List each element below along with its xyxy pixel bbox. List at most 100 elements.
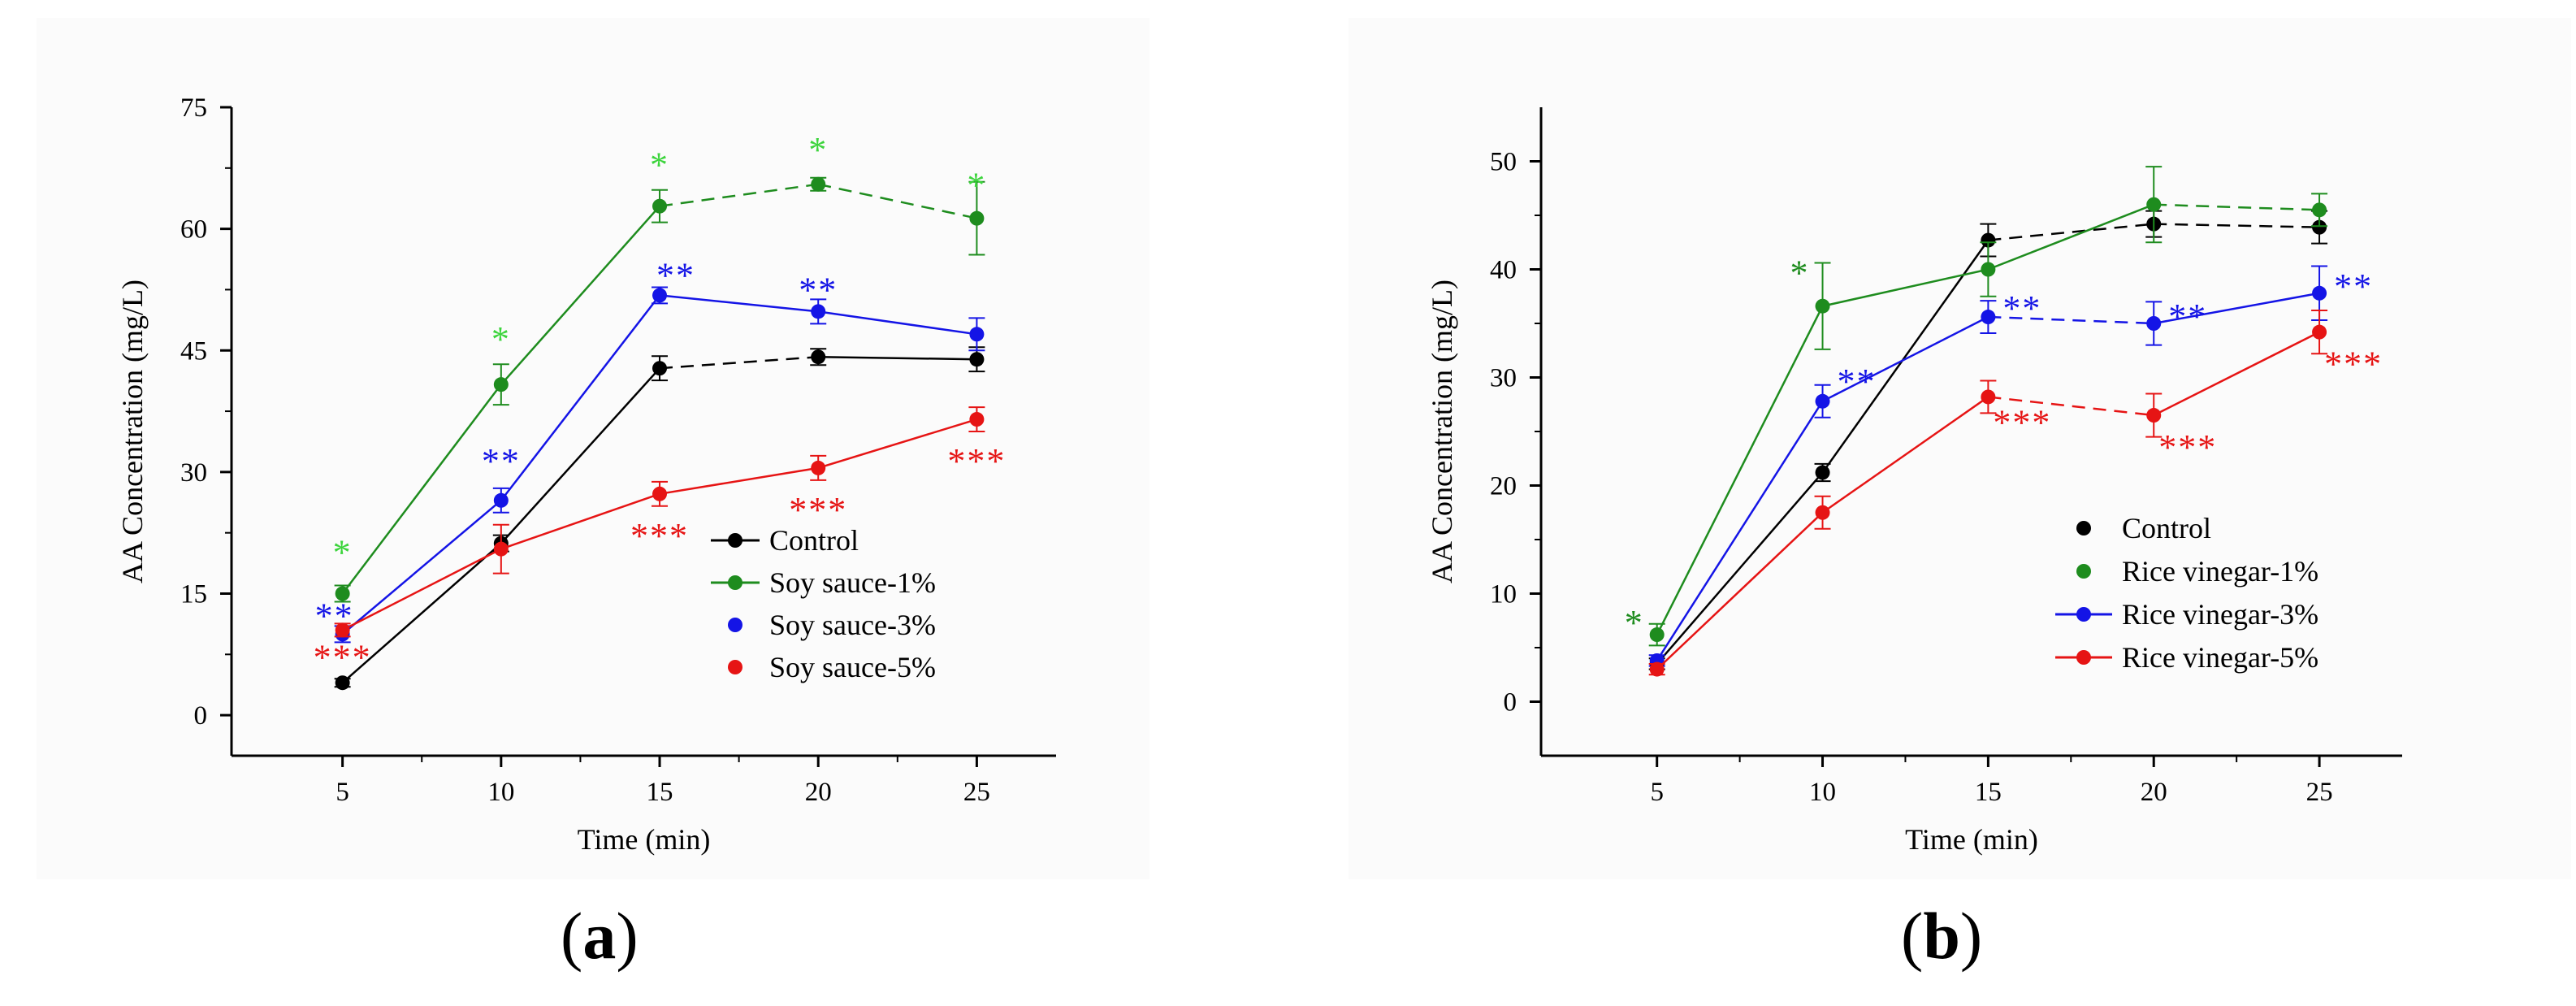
data-point [811,460,826,475]
panel-label-b: (b) [1901,899,1983,973]
series-3: *** *** *** Rice vinegar-5% [1648,310,2383,677]
data-point [493,377,509,392]
x-tick-label: 20 [805,778,832,807]
x-tick-label: 15 [647,778,673,807]
x-axis-label: Time (min) [1905,823,2038,856]
series-line-segment [2154,203,2320,211]
y-tick-label: 45 [180,336,207,366]
series-line-segment [1656,401,1824,661]
significance-label: ** [656,255,695,295]
significance-label: * [1625,603,1644,643]
legend-marker [728,660,742,674]
x-axis-label: Time (min) [578,823,711,856]
series-line-segment [1988,223,2154,241]
legend-label: Rice vinegar-1% [2122,555,2318,588]
series-line-segment [818,355,977,361]
series-line-segment [342,548,502,631]
data-point [2146,197,2162,212]
data-point [335,586,350,601]
significance-label: * [491,319,511,359]
chart-panel-a: 0 15 30 45 60 75 5 10 15 20 25 Time (min) AA Concent… [116,93,1056,856]
series-line-segment [500,205,660,385]
data-point [811,349,826,365]
data-point [969,210,985,226]
data-point [1815,505,1830,520]
series-line-segment [341,384,502,595]
y-tick-label: 50 [1490,148,1517,177]
series-line-segment [341,542,502,684]
data-point [1649,627,1665,643]
series-line-segment [2154,223,2320,228]
data-point [335,675,350,691]
chart-panel-b: 0 10 20 30 40 50 5 10 15 20 25 Time (min) AA Concent… [1426,107,2402,856]
data-point [1815,393,1830,409]
legend-label: Soy sauce-3% [769,609,936,641]
series-line-segment [817,418,977,470]
legend-label: Soy sauce-5% [769,651,936,683]
legend-marker [2076,650,2091,665]
data-point [652,361,668,376]
significance-label: * [1790,254,1810,293]
significance-label: *** [2324,345,2383,384]
series-line-segment [659,183,819,207]
significance-label: ** [482,441,521,481]
series-1: *** **Soy sauce-1% [333,130,985,603]
significance-label: *** [947,441,1006,481]
series-line-segment [1822,268,1989,307]
data-point [1981,389,1996,405]
legend-marker [728,533,742,548]
data-point [2146,316,2162,331]
series-line-segment [659,294,819,313]
significance-label: * [650,145,669,185]
data-point [2312,324,2327,340]
series-line-segment [659,355,819,370]
x-tick-label: 5 [336,778,349,807]
significance-label: *** [314,637,372,677]
series-line-segment [1656,471,1824,665]
legend-marker [2076,564,2091,579]
y-tick-label: 30 [1490,364,1517,393]
data-point [969,352,985,367]
significance-label: ** [799,270,838,310]
y-tick-label: 10 [1490,580,1517,609]
legend-label: Soy sauce-1% [769,566,936,599]
legend-marker [728,575,742,590]
series-line-segment [1988,315,2154,325]
x-tick-label: 20 [2141,778,2167,807]
data-point [1649,661,1665,677]
series-line-segment [500,294,661,501]
data-point [335,622,350,638]
data-point [811,304,826,319]
legend-marker [728,618,742,632]
x-tick-label: 25 [963,778,990,807]
data-point [493,492,509,508]
significance-label: ** [2334,267,2373,306]
series-3: ************Soy sauce-5% [314,406,1006,683]
significance-label: ** [2168,297,2207,336]
y-tick-label: 30 [180,458,207,488]
y-tick-label: 0 [1504,688,1517,718]
series-line-segment [341,499,502,635]
y-tick-label: 60 [180,215,207,245]
significance-label: * [808,130,828,170]
panel-label-a: (a) [561,899,639,973]
series-line-segment [1656,306,1824,635]
series-line-segment [2154,292,2320,325]
significance-label: ** [2002,288,2041,328]
significance-label: *** [1993,402,2051,442]
y-tick-label: 20 [1490,472,1517,501]
series-line-segment [500,367,660,544]
series-line-segment [2153,331,2320,417]
series-1: **Rice vinegar-1% [1625,166,2328,647]
data-point [493,541,509,557]
panel-a-background [37,18,1149,879]
y-axis-label: AA Concentration (mg/L) [116,280,149,583]
data-point [1981,262,1996,277]
series-line-segment [817,183,977,219]
series-line-segment [1988,396,2154,417]
x-tick-label: 10 [487,778,514,807]
legend-label: Rice vinegar-5% [2122,641,2318,674]
legend-label: Control [769,524,859,557]
series-2: **** ****Rice vinegar-3% [1648,265,2373,668]
